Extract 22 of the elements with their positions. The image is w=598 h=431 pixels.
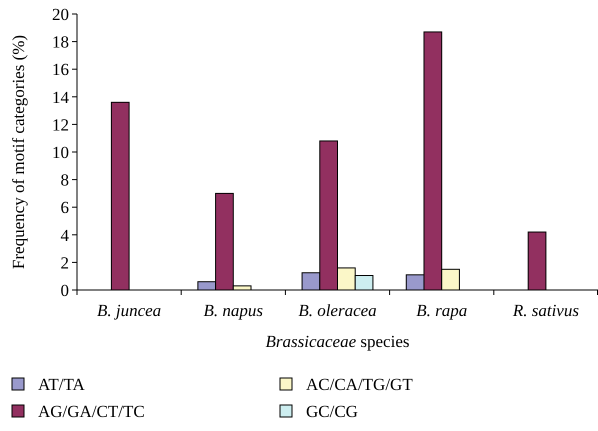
x-tick-label: B. juncea — [97, 301, 162, 320]
legend-label: AT/TA — [38, 374, 86, 394]
y-tick-label: 0 — [60, 280, 69, 300]
legend-label: AC/CA/TG/GT — [306, 374, 414, 394]
x-tick-label: B. rapa — [416, 301, 468, 320]
legend-label: GC/CG — [306, 402, 358, 421]
y-tick-label: 2 — [60, 253, 69, 272]
y-tick-label: 16 — [52, 60, 69, 80]
y-tick-label: 20 — [52, 4, 69, 24]
y-tick-label: 4 — [60, 226, 70, 245]
y-axis-title: Frequency of motif categories (%) — [9, 34, 28, 270]
x-tick-label: B. napus — [204, 301, 264, 320]
y-tick-label: 8 — [60, 170, 69, 190]
y-tick-label: 14 — [52, 88, 70, 107]
x-axis-title: Brassicaceae species — [266, 332, 410, 351]
legend-label: AG/GA/CT/TC — [38, 402, 145, 421]
y-tick-label: 10 — [52, 142, 69, 162]
x-tick-label: B. oleracea — [298, 301, 377, 320]
x-tick-label: R. sativus — [512, 301, 580, 320]
y-tick-label: 12 — [52, 115, 69, 134]
y-tick-label: 18 — [52, 32, 69, 52]
y-tick-label: 6 — [60, 198, 69, 218]
